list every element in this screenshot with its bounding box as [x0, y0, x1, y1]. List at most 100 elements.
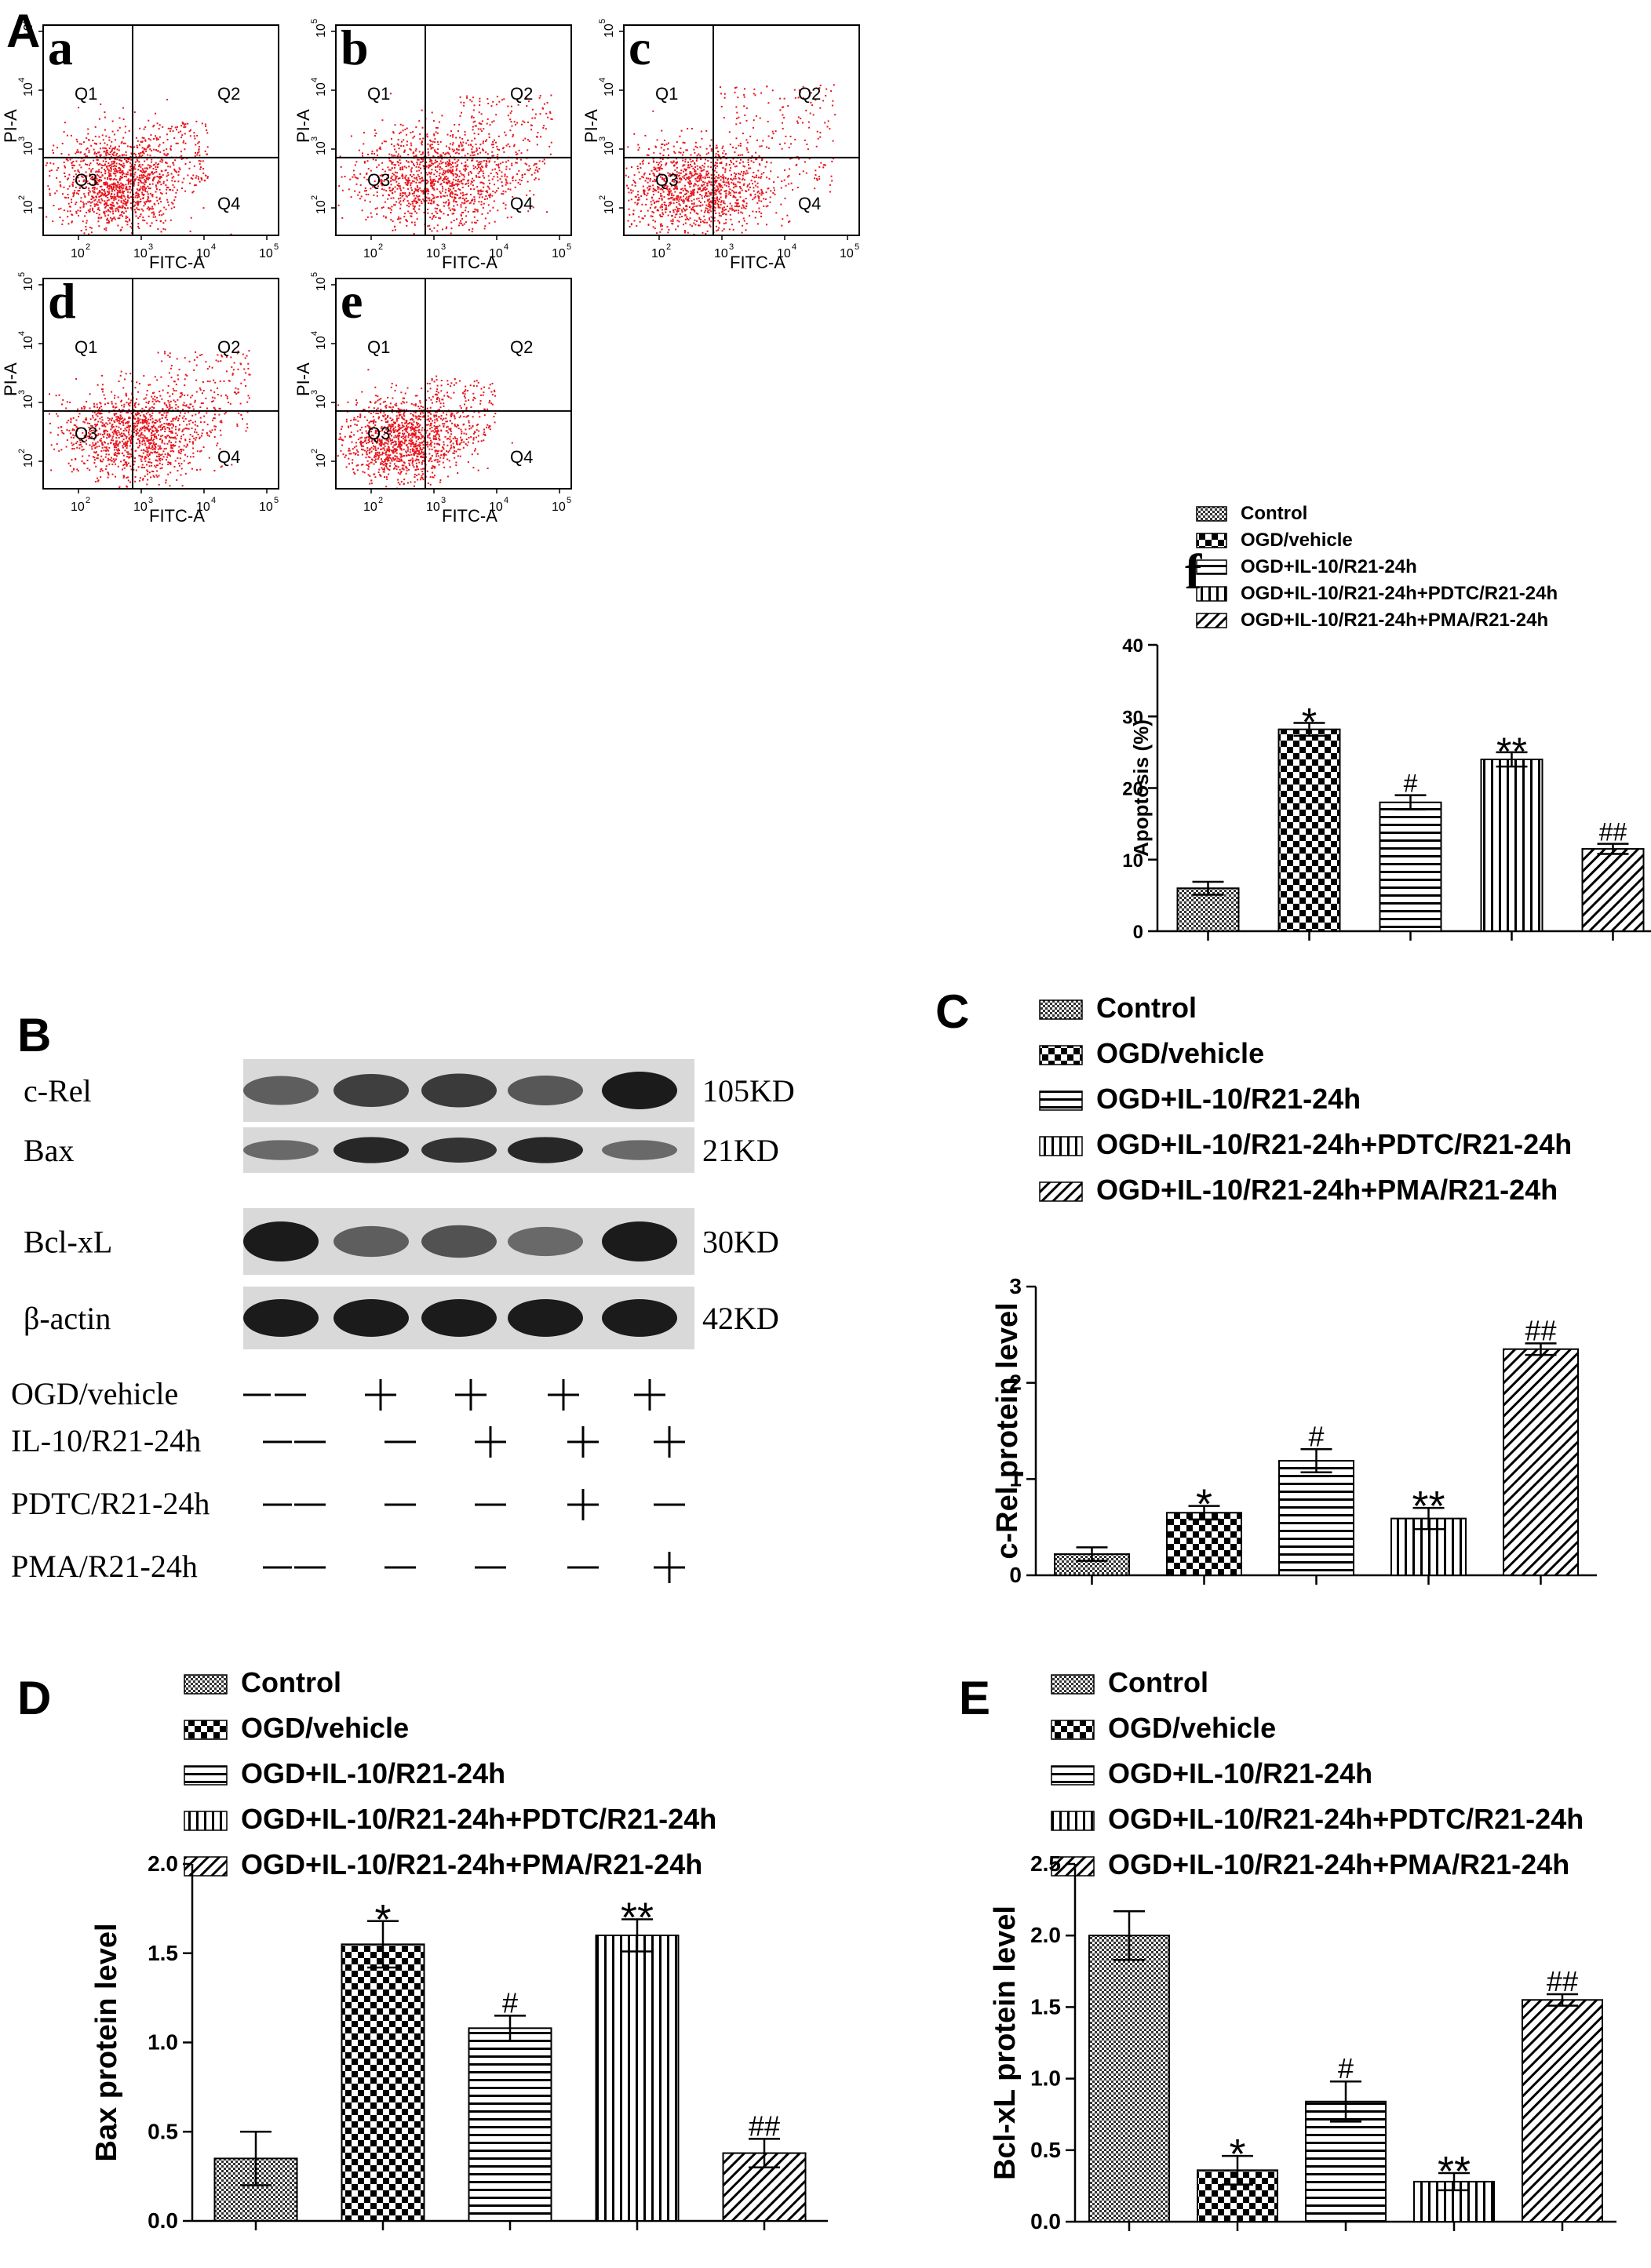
quadrant-label-q3: Q3: [75, 170, 97, 190]
y-tick-label: 10: [22, 82, 35, 96]
plot-frame: [42, 278, 279, 490]
x-axis-label: FITC-A: [149, 506, 205, 526]
x-tick-label: 10: [426, 247, 440, 260]
y-tick-exponent: 5: [598, 19, 607, 24]
legend-label: OGD/vehicle: [1108, 1712, 1276, 1744]
quadrant-label-q1: Q1: [367, 84, 390, 104]
y-axis-label: PI-A: [293, 109, 313, 143]
legend-swatch: [1196, 506, 1227, 522]
x-tick-label: 10: [259, 501, 273, 514]
blot-band: [508, 1299, 583, 1337]
significance-label: *: [1229, 2131, 1245, 2178]
significance-label: **: [1496, 730, 1527, 774]
y-tick-exponent: 5: [17, 272, 27, 277]
x-tick-label: 10: [552, 501, 566, 514]
y-tick-exponent: 4: [17, 331, 27, 336]
blot-band: [421, 1073, 497, 1108]
blot-band: [602, 1299, 677, 1337]
quadrant-label-q3: Q3: [367, 170, 390, 190]
legend-label: OGD+IL-10/R21-24h+PMA/R21-24h: [241, 1848, 702, 1880]
y-tick-label: 10: [603, 82, 616, 96]
molecular-weight-label: 42KD: [702, 1301, 779, 1336]
legend-label: Control: [1241, 503, 1307, 524]
plot-frame: [623, 24, 860, 236]
protein-label: Bax: [24, 1133, 74, 1168]
chart-tag: f: [1185, 544, 1202, 599]
molecular-weight-label: 30KD: [702, 1225, 779, 1260]
x-tick-exponent: 3: [441, 242, 446, 252]
legend-swatch: [184, 1811, 228, 1831]
legend-swatch: [1051, 1720, 1095, 1740]
legend-swatch: [1039, 1181, 1083, 1202]
x-tick-label: 10: [71, 247, 85, 260]
x-tick-label: 10: [133, 247, 148, 260]
y-tick-label: 10: [315, 141, 328, 155]
legend-label: OGD+IL-10/R21-24h+PMA/R21-24h: [1096, 1174, 1558, 1206]
quadrant-label-q2: Q2: [510, 84, 533, 104]
quadrant-label-q4: Q4: [798, 194, 821, 213]
significance-label: *: [374, 1896, 391, 1943]
blot-band: [333, 1074, 409, 1107]
legend-swatch: [1039, 1045, 1083, 1065]
legend-label: OGD/vehicle: [1096, 1037, 1264, 1069]
legend-swatch: [1039, 999, 1083, 1020]
y-tick-label: 10: [315, 336, 328, 350]
y-tick-exponent: 2: [310, 449, 319, 453]
y-tick-label: 1.0: [1030, 2066, 1061, 2091]
blot-band: [421, 1225, 497, 1258]
y-tick-label: 1.5: [1030, 1994, 1061, 2019]
legend-label: OGD/vehicle: [1241, 530, 1353, 551]
y-tick-label: 1.5: [148, 1941, 178, 1965]
condition-row: PMA/R21-24h: [11, 1549, 685, 1584]
y-tick-label: 10: [22, 395, 35, 409]
y-tick-label: 40: [1122, 635, 1143, 657]
quadrant-label-q3: Q3: [75, 424, 97, 443]
legend-swatch: [184, 1720, 228, 1740]
legend-swatch: [1196, 613, 1227, 628]
flow-panel-tag: a: [48, 20, 73, 75]
x-tick-label: 10: [363, 501, 377, 514]
y-tick-label: 2: [1009, 1371, 1022, 1395]
chart-C: Control OGD/vehicle OGD+IL-10/R21-24h OGD+I…: [991, 992, 1597, 1587]
y-tick-label: 2.5: [1030, 1851, 1061, 1876]
y-tick-label: 1: [1009, 1466, 1022, 1491]
y-tick-exponent: 3: [17, 137, 27, 141]
x-axis-label: FITC-A: [442, 253, 497, 272]
blot-band: [508, 1076, 583, 1105]
bar: [1277, 728, 1341, 932]
y-tick-exponent: 2: [310, 195, 319, 200]
y-tick-label: 10: [22, 336, 35, 350]
blot-band: [243, 1076, 319, 1105]
x-tick-exponent: 2: [86, 242, 90, 252]
legend-label: OGD+IL-10/R21-24h+PMA/R21-24h: [1108, 1848, 1569, 1880]
y-tick-exponent: 4: [310, 331, 319, 336]
blot-band: [243, 1299, 319, 1337]
quadrant-label-q3: Q3: [367, 424, 390, 443]
legend-swatch: [184, 1765, 228, 1786]
x-tick-exponent: 4: [211, 496, 216, 505]
significance-label: ##: [1525, 1314, 1556, 1346]
condition-label: PMA/R21-24h: [11, 1549, 198, 1584]
y-tick-label: 0.5: [148, 2119, 178, 2143]
bar: [1581, 848, 1645, 932]
blot-band: [421, 1138, 497, 1163]
y-tick-label: 10: [315, 24, 328, 38]
x-tick-exponent: 3: [148, 242, 153, 252]
blot-band: [243, 1221, 319, 1261]
legend-swatch: [1051, 1674, 1095, 1695]
x-tick-exponent: 5: [855, 242, 859, 252]
legend-swatch: [1039, 1136, 1083, 1156]
flow-panel-tag: e: [341, 273, 363, 329]
blot-row-bcl-xl: Bcl-xL 30KD: [24, 1208, 779, 1275]
quadrant-label-q2: Q2: [217, 84, 240, 104]
significance-label: #: [1404, 770, 1418, 798]
molecular-weight-label: 105KD: [702, 1073, 795, 1109]
y-tick-exponent: 5: [310, 272, 319, 277]
quadrant-label-q4: Q4: [510, 447, 533, 467]
x-tick-label: 10: [71, 501, 85, 514]
y-tick-exponent: 2: [17, 195, 27, 200]
